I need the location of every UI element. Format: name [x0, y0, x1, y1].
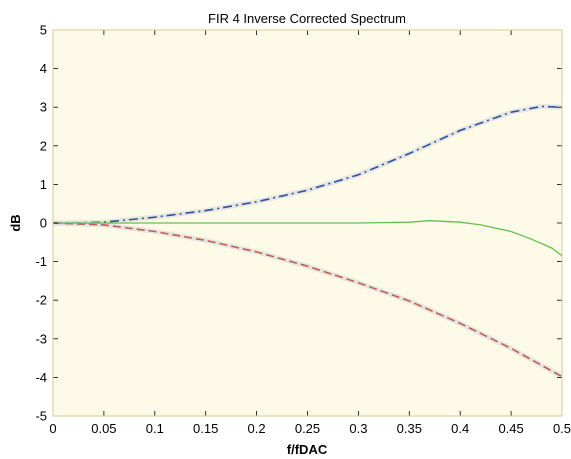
y-tick-label: -4	[35, 370, 47, 385]
x-tick-label: 0.4	[451, 421, 469, 436]
y-tick-label: 1	[40, 177, 47, 192]
x-tick-label: 0.35	[397, 421, 422, 436]
x-tick-label: 0.5	[553, 421, 571, 436]
y-tick-label: 5	[40, 23, 47, 38]
x-tick-label: 0.05	[91, 421, 116, 436]
tick-labels-layer: 0 0.05 0.1 0.15 0.2 0.25 0.3 0.35 0.4 0.45 0.5 5 4 3 2…	[35, 23, 571, 437]
x-tick-label: 0.3	[349, 421, 367, 436]
x-tick-label: 0.15	[193, 421, 218, 436]
series-layer	[52, 103, 564, 379]
chart-title: FIR 4 Inverse Corrected Spectrum	[208, 11, 406, 26]
series-2-line	[52, 222, 563, 378]
y-tick-label: -3	[35, 331, 47, 346]
series-1-line	[52, 105, 563, 224]
x-tick-label: 0.2	[248, 421, 266, 436]
y-tick-label: 3	[40, 100, 47, 115]
y-tick-label: 4	[40, 61, 47, 76]
x-tick-label: 0.25	[295, 421, 320, 436]
x-tick-label: 0.1	[146, 421, 164, 436]
y-axis-label: dB	[8, 214, 23, 231]
series-3-line	[53, 220, 563, 257]
y-tick-label: 2	[40, 138, 47, 153]
y-tick-label: -5	[35, 409, 47, 424]
y-tick-label: -2	[35, 293, 47, 308]
y-tick-label: -1	[35, 254, 47, 269]
x-tick-label: 0.45	[498, 421, 523, 436]
x-tick-label: 0	[49, 421, 56, 436]
y-tick-label: 0	[40, 216, 47, 231]
x-axis-label: f/fDAC	[287, 442, 328, 457]
plot-frame	[52, 29, 563, 417]
